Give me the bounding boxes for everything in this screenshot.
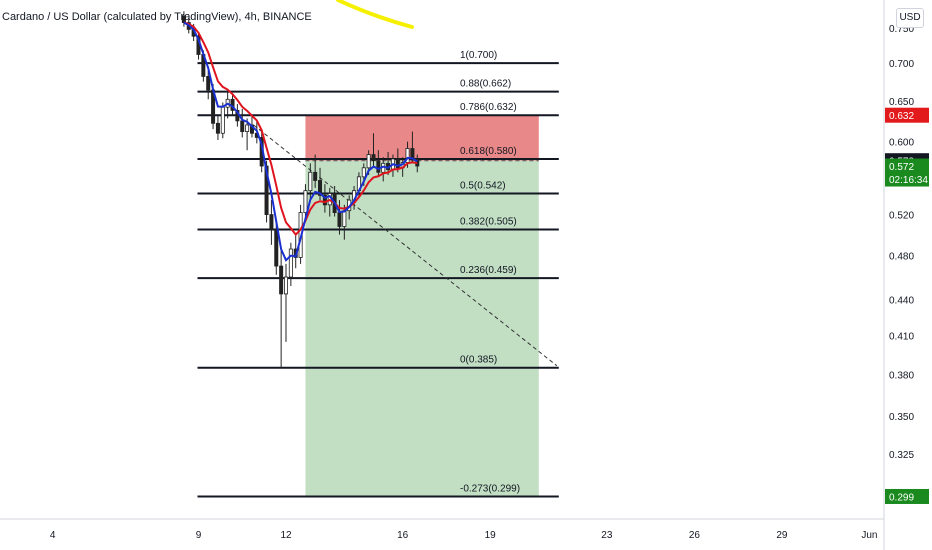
price-tag-label: 0.572 — [889, 162, 914, 173]
candle-body — [371, 154, 376, 162]
candle-body — [206, 76, 211, 91]
candle-body — [240, 120, 245, 132]
time-tick-label: 26 — [689, 530, 701, 541]
candle-body — [361, 167, 366, 178]
candle — [269, 200, 274, 245]
candle-body — [283, 276, 288, 295]
fib-trend-line — [253, 124, 558, 367]
candle-body — [303, 190, 308, 214]
time-tick-label: 12 — [280, 530, 292, 541]
candle-body — [395, 158, 400, 169]
time-tick-label: 9 — [196, 530, 202, 541]
candle-body — [313, 171, 318, 181]
stop-loss-zone — [305, 115, 539, 161]
candle-body — [288, 248, 293, 278]
time-tick-label: 23 — [601, 530, 613, 541]
price-tick-label: 0.600 — [889, 138, 914, 149]
candle — [240, 108, 245, 138]
candle-body — [322, 194, 327, 206]
position-zones — [305, 115, 539, 497]
price-tick-label: 0.350 — [889, 412, 914, 423]
candle — [283, 263, 288, 342]
time-tick-label: 4 — [50, 530, 56, 541]
fib-level-label: 0.236(0.459) — [460, 265, 517, 276]
candle-body — [342, 210, 347, 227]
fib-level-label: 0.88(0.662) — [460, 79, 511, 90]
candle-body — [308, 171, 313, 192]
currency-button[interactable]: USD — [896, 8, 924, 28]
annotations — [336, 0, 414, 29]
candle-body — [215, 122, 220, 134]
fib-level-label: -0.273(0.299) — [460, 483, 520, 494]
candle-body — [245, 124, 250, 132]
price-tick-label: 0.325 — [889, 450, 914, 461]
candle — [215, 115, 220, 140]
price-tick-label: 0.700 — [889, 59, 914, 70]
fib-level-label: 0.5(0.542) — [460, 180, 506, 191]
candle — [313, 154, 318, 188]
candle — [181, 11, 186, 27]
price-tick-label: 0.440 — [889, 296, 914, 307]
candle — [318, 167, 323, 201]
price-tick-label: 0.410 — [889, 332, 914, 343]
price-tick-label: 0.520 — [889, 211, 914, 222]
time-tick-label: Jun — [861, 530, 877, 541]
price-tick-label: 0.650 — [889, 97, 914, 108]
candle-body — [274, 229, 279, 267]
fib-level-label: 0.382(0.505) — [460, 216, 517, 227]
candle-body — [318, 180, 323, 196]
candle-body — [337, 212, 342, 227]
price-tick-label: 0.380 — [889, 370, 914, 381]
chart-title: Cardano / US Dollar (calculated by Tradi… — [2, 11, 312, 23]
candle — [308, 163, 313, 201]
candle — [206, 70, 211, 100]
ema-fast-line — [183, 21, 418, 262]
price-axis-panel — [884, 0, 932, 550]
countdown-label: 02:16:34 — [889, 175, 928, 186]
fib-level-label: 0(0.385) — [460, 355, 497, 366]
candle — [274, 219, 279, 275]
candle-body — [269, 214, 274, 230]
price-tag-box — [885, 158, 929, 187]
price-tick-label: 0.480 — [889, 251, 914, 262]
ema-slow-line — [183, 21, 418, 237]
candle-body — [366, 154, 371, 169]
candle — [220, 102, 225, 139]
price-tag-box — [885, 488, 929, 504]
candle-body — [376, 160, 381, 173]
price-tag: 0.299 — [885, 488, 929, 504]
time-tick-label: 19 — [485, 530, 497, 541]
candle — [376, 150, 381, 177]
moving-averages — [183, 21, 418, 262]
price-tag-label: 0.299 — [889, 492, 914, 503]
candle — [245, 118, 250, 151]
time-tick-label: 16 — [397, 530, 409, 541]
candle — [279, 250, 284, 368]
price-tag-label: 0.632 — [889, 111, 914, 122]
candle-body — [220, 106, 225, 134]
annotation-stroke — [336, 0, 414, 29]
fib-level-label: 0.618(0.580) — [460, 146, 517, 157]
price-tag-box — [885, 107, 929, 123]
price-tag: 0.572 02:16:34 — [885, 158, 929, 187]
fib-level-label: 1(0.700) — [460, 50, 497, 61]
price-tag: 0.632 — [885, 107, 929, 123]
fib-level-label: 0.786(0.632) — [460, 102, 517, 113]
candle-body — [181, 15, 186, 23]
fibonacci-retracement: 1(0.700) 0.88(0.662) 0.786(0.632) 0.618(0.5… — [197, 50, 559, 498]
candle-body — [279, 265, 284, 295]
price-tick-label: 0.750 — [889, 24, 914, 35]
candle — [288, 242, 293, 286]
candle — [371, 133, 376, 167]
time-tick-label: 29 — [776, 530, 788, 541]
